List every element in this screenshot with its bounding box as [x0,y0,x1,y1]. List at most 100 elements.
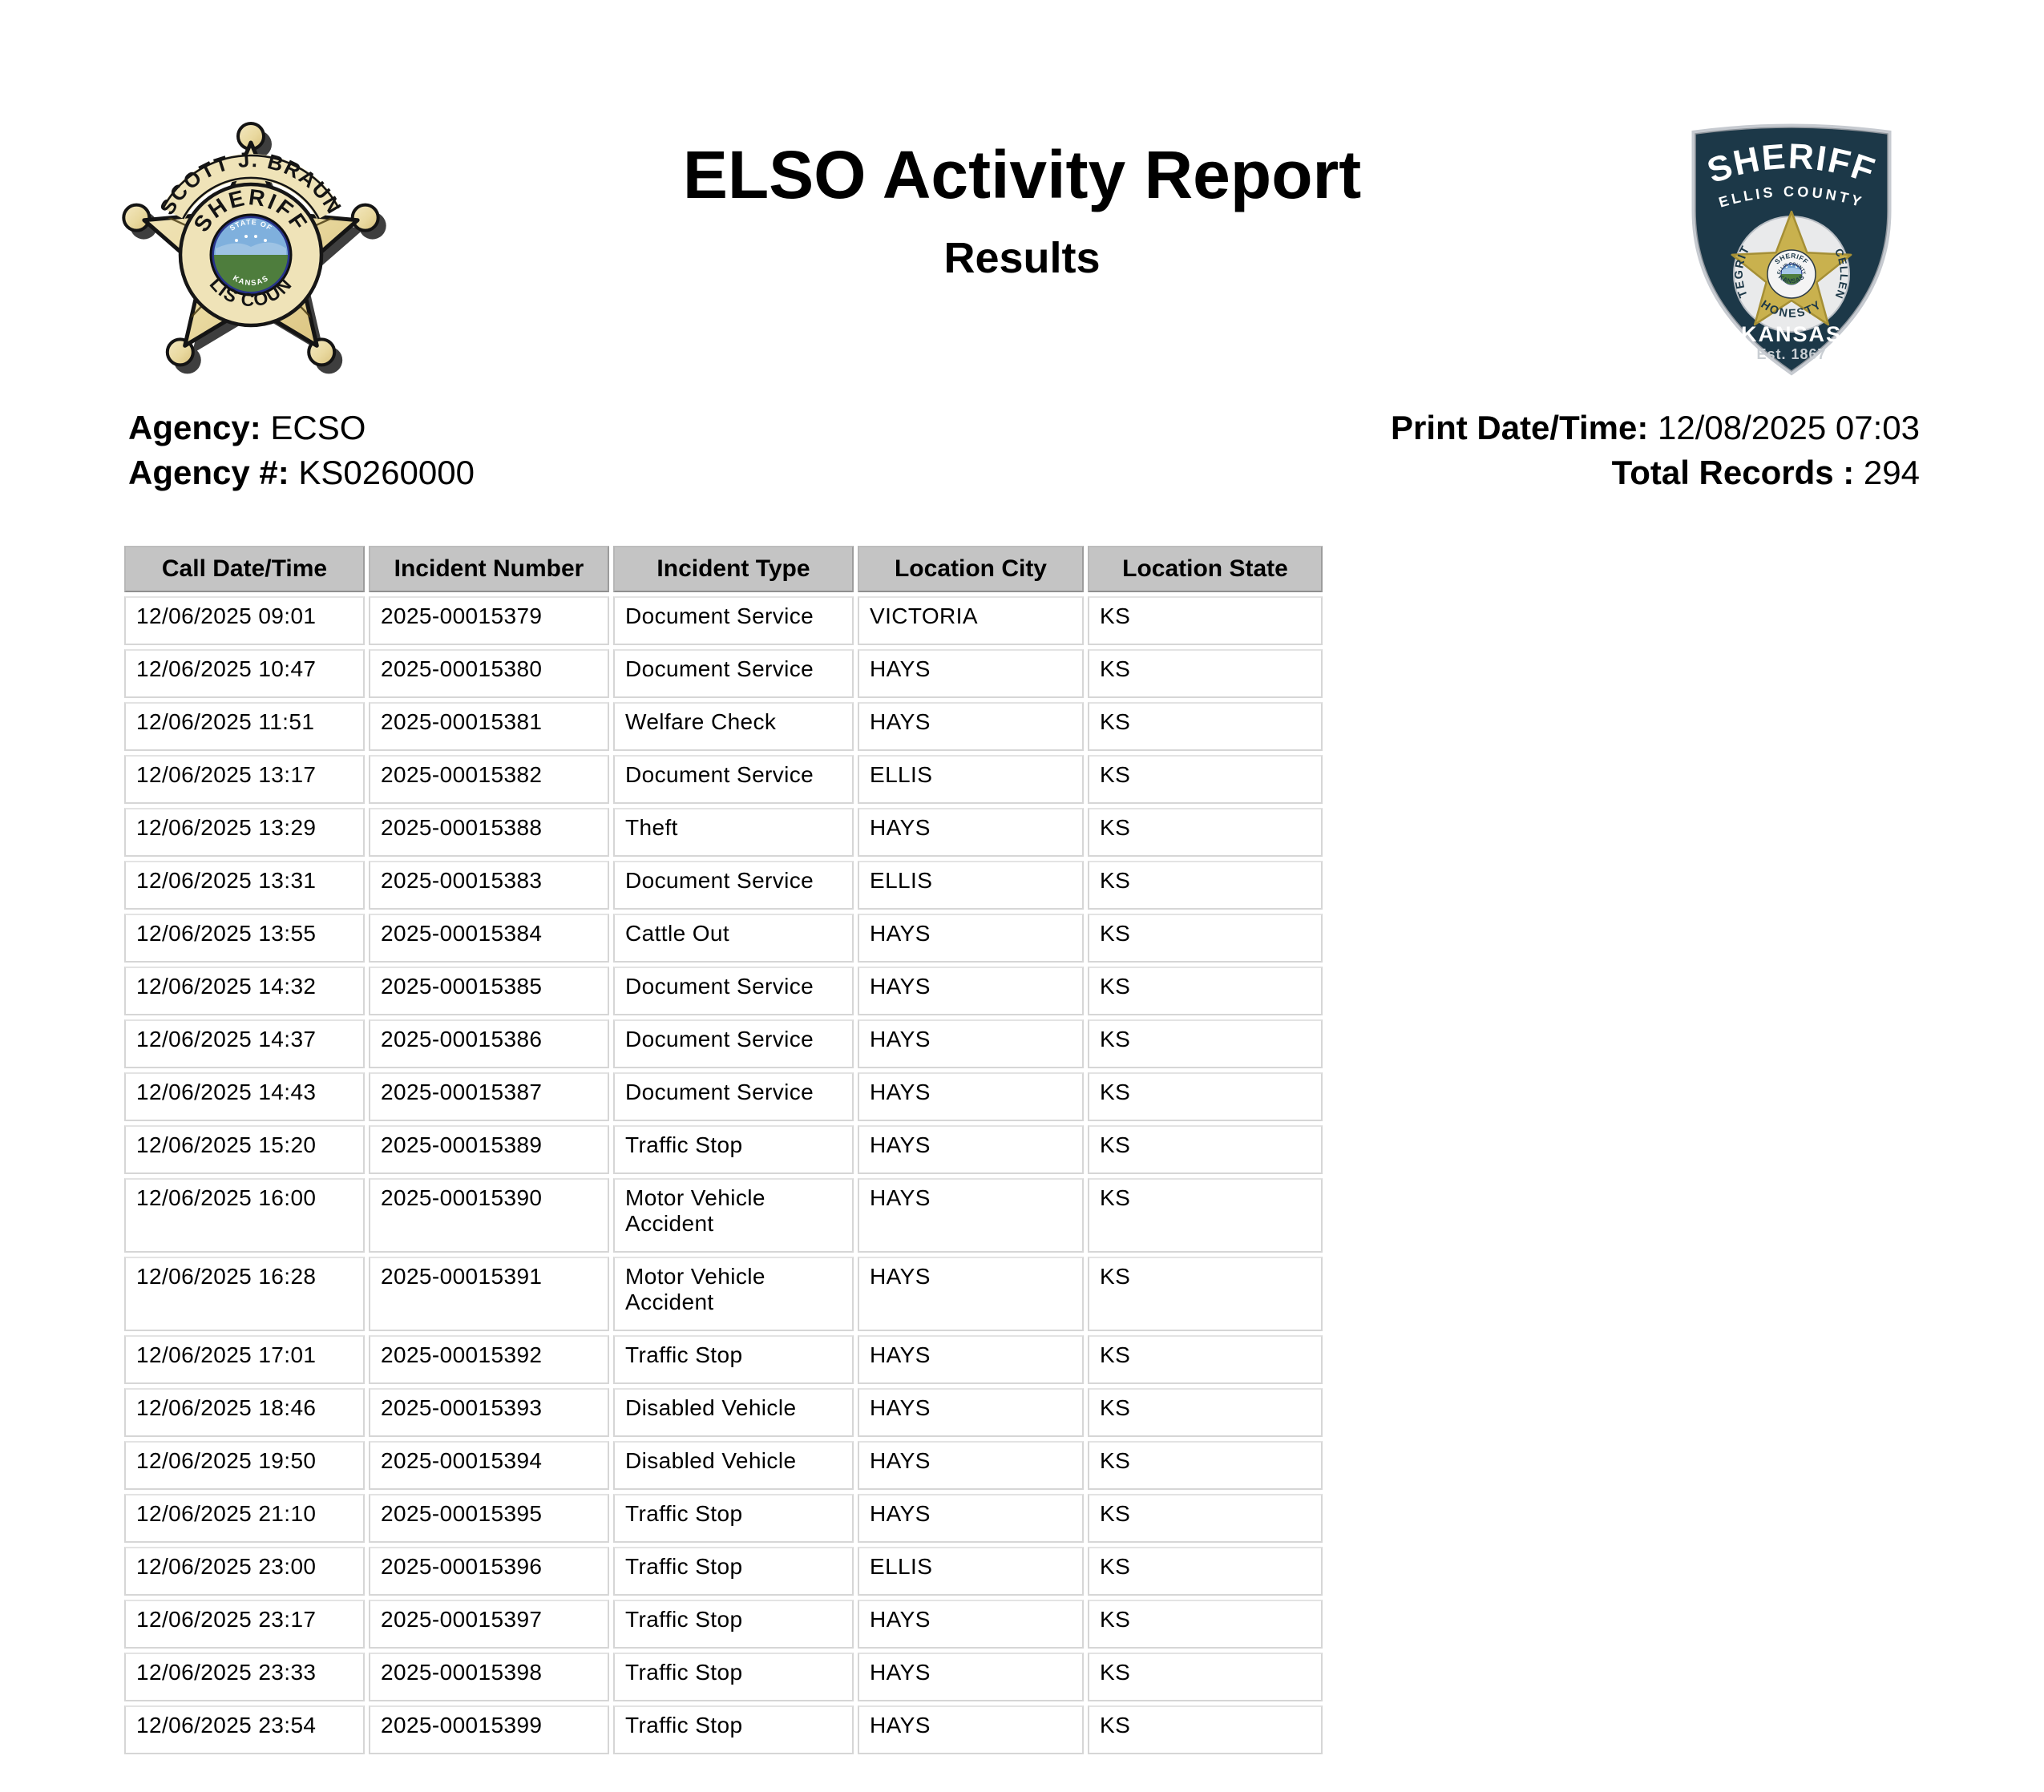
table-cell: KS [1088,1019,1323,1068]
table-cell: Traffic Stop [613,1125,854,1174]
shield-est-text: Est. 1867 [1756,346,1826,362]
incident-table-body: 12/06/2025 09:01 2025-00015379 Document Se… [124,596,1323,1754]
agency-number-value: KS0260000 [298,454,475,491]
table-row: 12/06/2025 16:00 2025-00015390 Motor Vehic… [124,1178,1323,1253]
total-records-line: Total Records : 294 [1391,450,1920,495]
table-cell: HAYS [858,1653,1084,1701]
table-cell: Traffic Stop [613,1653,854,1701]
table-cell: 2025-00015395 [369,1494,609,1543]
table-cell: KS [1088,1388,1323,1437]
table-cell: 12/06/2025 17:01 [124,1335,365,1384]
agency-value: ECSO [270,409,366,446]
table-cell: 12/06/2025 09:01 [124,596,365,645]
total-records-label: Total Records : [1611,454,1855,491]
table-row: 12/06/2025 13:29 2025-00015388 Theft HAYS KS [124,808,1323,857]
incident-table: Call Date/Time Incident Number Incident … [120,542,1327,1758]
svg-text:KANSAS: KANSAS [231,274,270,289]
shield-outline [1695,127,1888,372]
table-cell: KS [1088,1125,1323,1174]
table-cell: HAYS [858,914,1084,963]
table-cell: 2025-00015383 [369,861,609,910]
shield-kansas-text: KANSAS [1741,322,1842,346]
table-row: 12/06/2025 09:01 2025-00015379 Document Se… [124,596,1323,645]
table-cell: HAYS [858,649,1084,698]
table-cell: HAYS [858,1388,1084,1437]
table-cell: 12/06/2025 14:32 [124,967,365,1015]
agency-label: Agency: [128,409,261,446]
table-row: 12/06/2025 10:47 2025-00015380 Document Se… [124,649,1323,698]
table-cell: 12/06/2025 13:29 [124,808,365,857]
print-date-value: 12/08/2025 07:03 [1658,409,1920,446]
table-cell: Welfare Check [613,702,854,751]
table-cell: Disabled Vehicle [613,1441,854,1490]
table-cell: 12/06/2025 21:10 [124,1494,365,1543]
table-cell: 12/06/2025 19:50 [124,1441,365,1490]
page-subtitle: Results [943,234,1101,282]
table-cell: Document Service [613,649,854,698]
table-cell: HAYS [858,1600,1084,1649]
table-cell: Cattle Out [613,914,854,963]
table-cell: 12/06/2025 23:00 [124,1547,365,1596]
table-row: 12/06/2025 23:33 2025-00015398 Traffic Sto… [124,1653,1323,1701]
table-cell: HAYS [858,1705,1084,1754]
table-cell: ELLIS [858,755,1084,804]
table-cell: 2025-00015391 [369,1257,609,1331]
table-cell: ELLIS [858,1547,1084,1596]
col-header-incident-type: Incident Type [613,546,854,592]
table-cell: Document Service [613,596,854,645]
table-cell: KS [1088,1072,1323,1121]
table-cell: 2025-00015389 [369,1125,609,1174]
table-row: 12/06/2025 23:54 2025-00015399 Traffic Sto… [124,1705,1323,1754]
table-cell: KS [1088,914,1323,963]
table-cell: 2025-00015381 [369,702,609,751]
table-cell: KS [1088,702,1323,751]
table-cell: 12/06/2025 11:51 [124,702,365,751]
table-row: 12/06/2025 23:17 2025-00015397 Traffic Sto… [124,1600,1323,1649]
table-cell: Traffic Stop [613,1494,854,1543]
table-row: 12/06/2025 18:46 2025-00015393 Disabled Ve… [124,1388,1323,1437]
table-cell: 2025-00015386 [369,1019,609,1068]
table-cell: KS [1088,967,1323,1015]
sheriff-shield-patch-icon: SHERIFF ELLIS COUNTY INTEGRITY EXCELLENC… [1679,116,1892,376]
table-row: 12/06/2025 14:32 2025-00015385 Document Se… [124,967,1323,1015]
table-cell: 12/06/2025 23:17 [124,1600,365,1649]
table-cell: 2025-00015388 [369,808,609,857]
seal-bottom-text: KANSAS [231,274,269,289]
table-cell: 12/06/2025 13:55 [124,914,365,963]
table-cell: 2025-00015393 [369,1388,609,1437]
total-records-value: 294 [1863,454,1920,491]
table-cell: HAYS [858,967,1084,1015]
table-cell: 2025-00015397 [369,1600,609,1649]
table-cell: 12/06/2025 18:46 [124,1388,365,1437]
table-cell: 2025-00015384 [369,914,609,963]
table-cell: Document Service [613,861,854,910]
table-cell: HAYS [858,1019,1084,1068]
agency-number-line: Agency #: KS0260000 [128,450,475,495]
table-cell: 12/06/2025 15:20 [124,1125,365,1174]
table-cell: HAYS [858,702,1084,751]
table-row: 12/06/2025 14:37 2025-00015386 Document Se… [124,1019,1323,1068]
table-cell: KS [1088,755,1323,804]
table-cell: HAYS [858,1441,1084,1490]
table-cell: 12/06/2025 14:43 [124,1072,365,1121]
table-cell: KS [1088,1547,1323,1596]
shield-mini-seal-icon: SHERIFF ELLIS COUNTY KANSAS [1767,249,1816,299]
col-header-location-state: Location State [1088,546,1323,592]
table-cell: ELLIS [858,861,1084,910]
table-cell: HAYS [858,1125,1084,1174]
table-cell: KS [1088,1178,1323,1253]
kansas-seal-icon: STATE OF KANSAS [209,213,293,297]
table-cell: 12/06/2025 13:17 [124,755,365,804]
table-cell: Traffic Stop [613,1547,854,1596]
table-cell: 2025-00015379 [369,596,609,645]
table-cell: 2025-00015385 [369,967,609,1015]
table-cell: 12/06/2025 23:54 [124,1705,365,1754]
col-header-call-datetime: Call Date/Time [124,546,365,592]
table-row: 12/06/2025 13:17 2025-00015382 Document Se… [124,755,1323,804]
col-header-location-city: Location City [858,546,1084,592]
print-info: Print Date/Time: 12/08/2025 07:03 Total … [1391,406,1920,495]
table-cell: 2025-00015380 [369,649,609,698]
table-cell: Document Service [613,1072,854,1121]
table-cell: Traffic Stop [613,1335,854,1384]
